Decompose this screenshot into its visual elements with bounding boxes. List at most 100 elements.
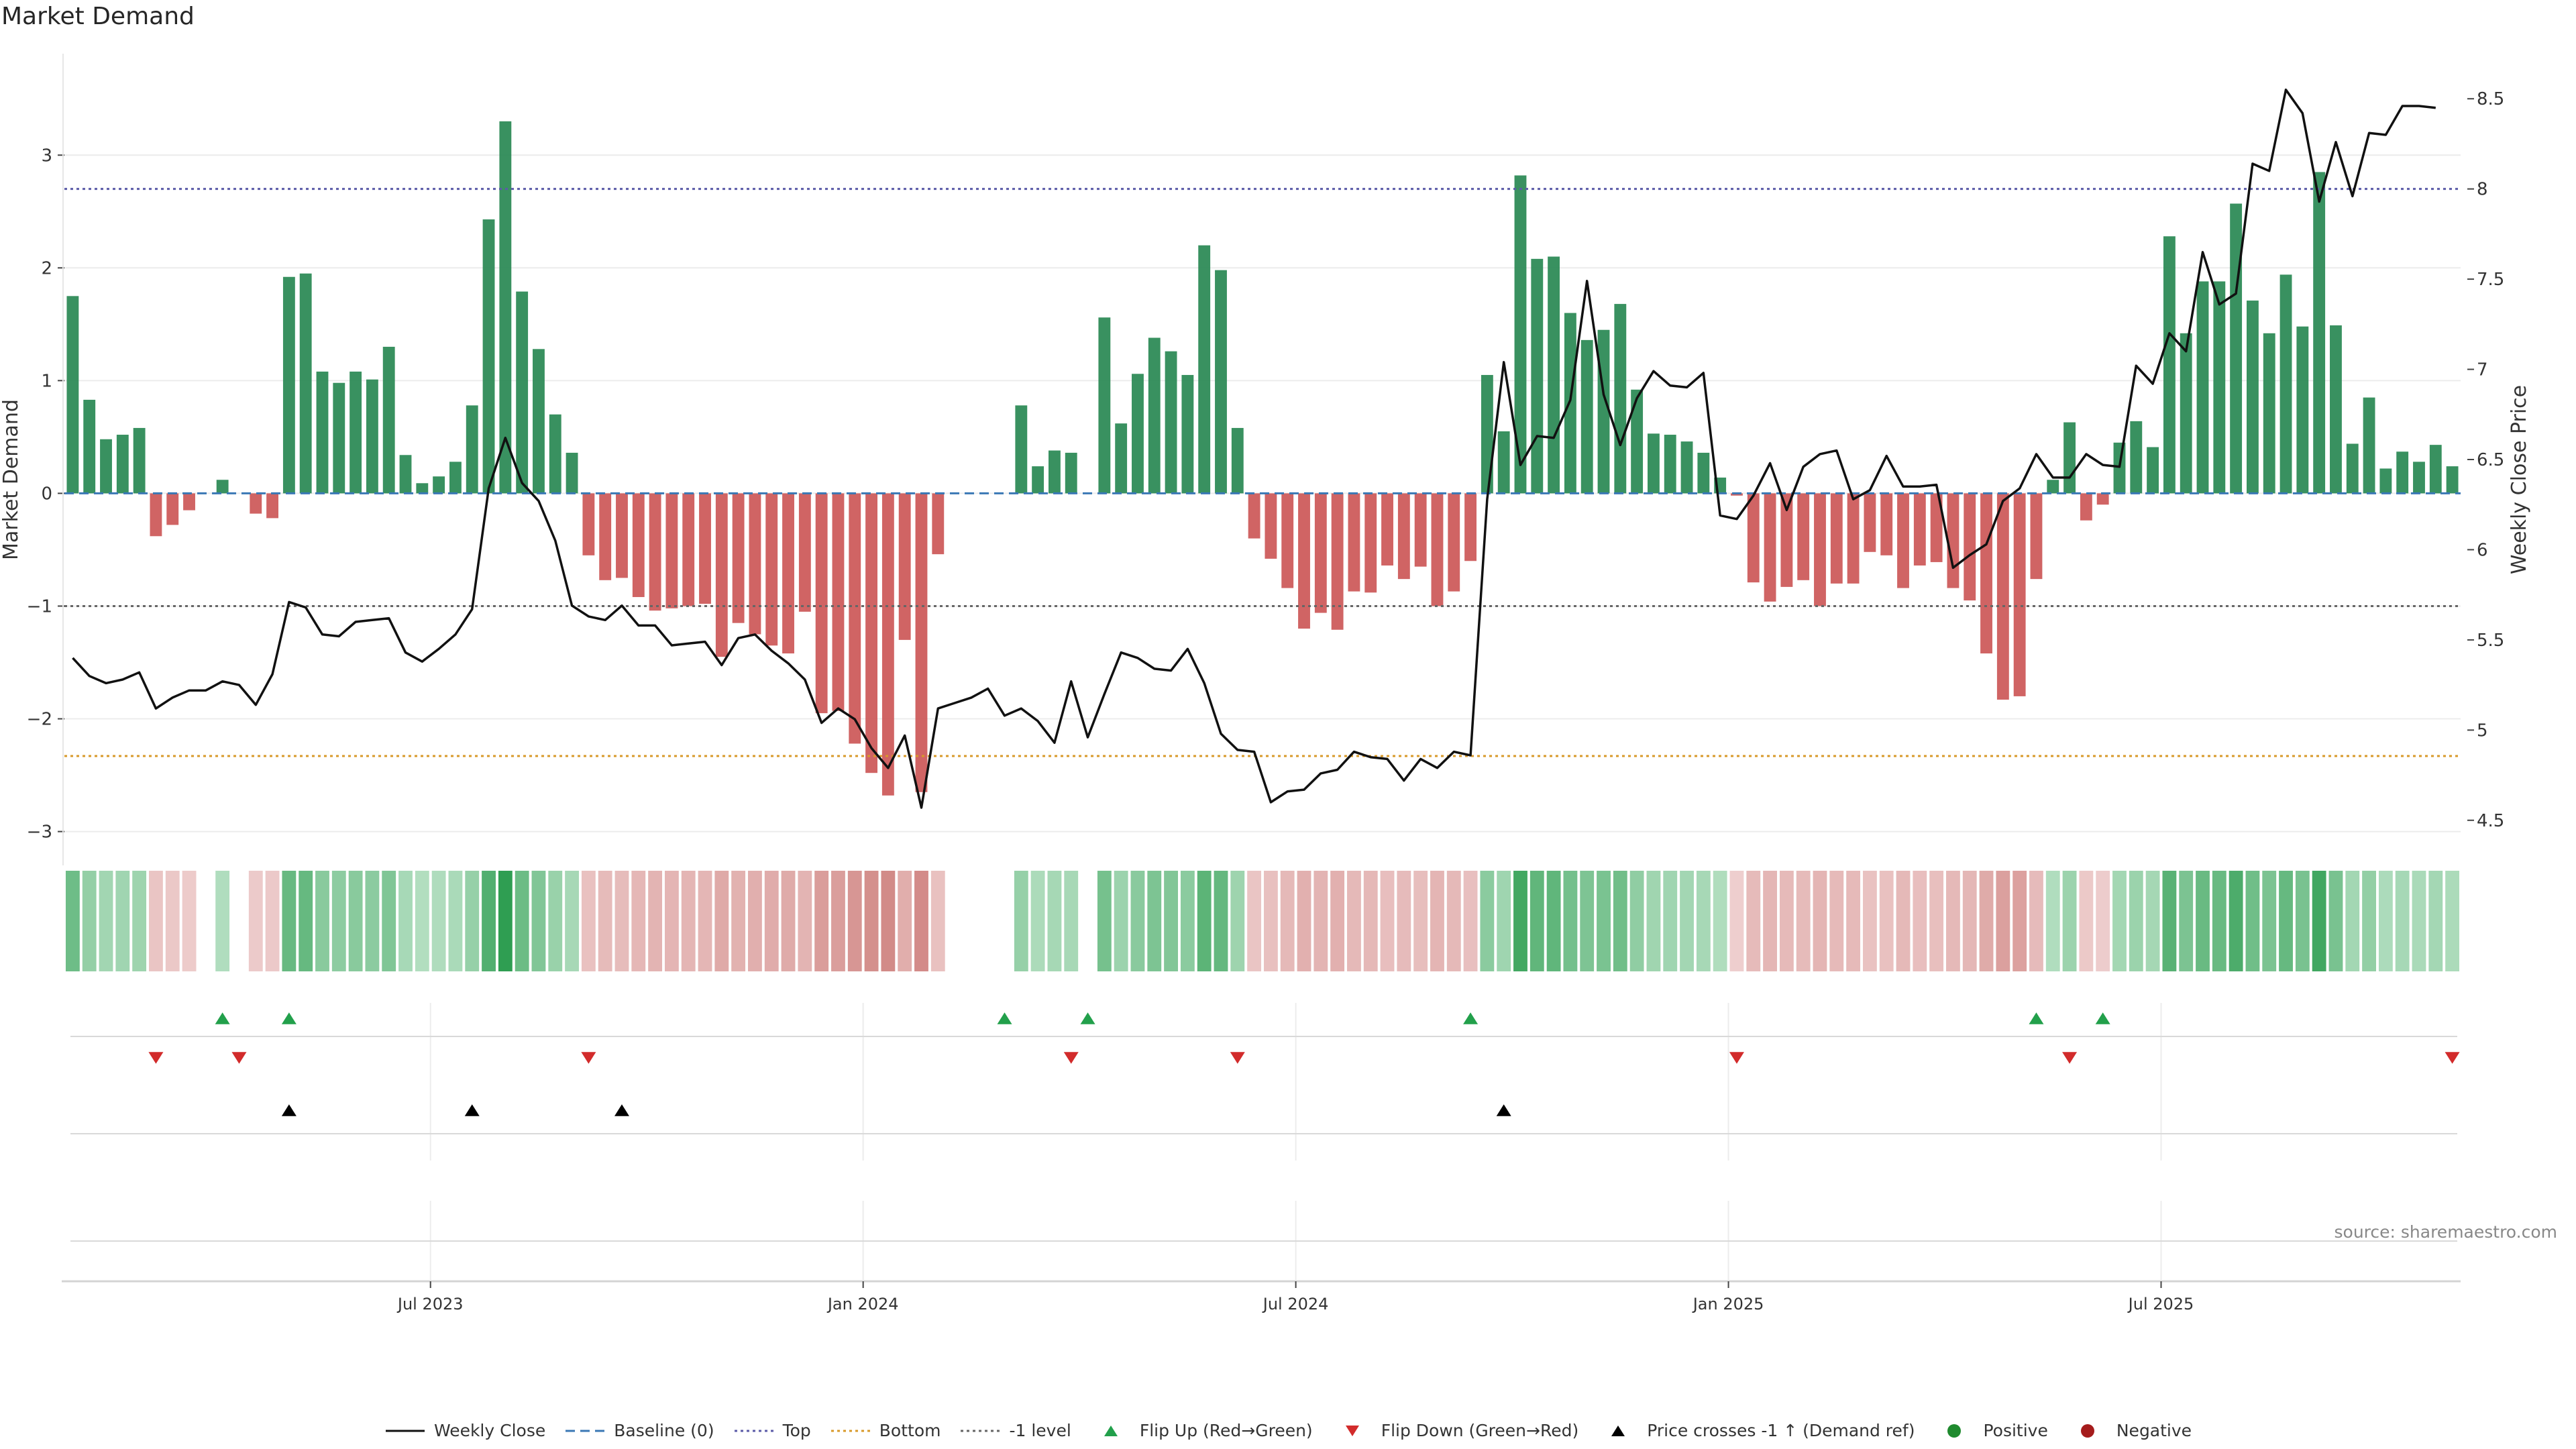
demand-bar bbox=[1065, 452, 1077, 494]
demand-bar bbox=[1731, 493, 1743, 496]
heat-strip-cell bbox=[299, 871, 313, 971]
demand-bar bbox=[83, 399, 96, 494]
heat-strip-cell bbox=[698, 871, 712, 971]
flip-down-marker bbox=[2062, 1052, 2078, 1064]
demand-bar bbox=[299, 273, 312, 494]
heat-strip-cell bbox=[1813, 871, 1827, 971]
demand-bar bbox=[1115, 423, 1128, 494]
heat-strip-cell bbox=[149, 871, 163, 971]
heat-strip-cell bbox=[1446, 871, 1461, 971]
legend-label: Flip Up (Red→Green) bbox=[1139, 1421, 1313, 1440]
heat-strip-cell bbox=[1413, 871, 1428, 971]
heat-strip-cell bbox=[498, 871, 513, 971]
demand-bar bbox=[1780, 493, 1793, 587]
heat-strip-cell bbox=[1663, 871, 1678, 971]
negative-legend-swatch bbox=[2080, 1424, 2094, 1438]
demand-bar bbox=[699, 493, 711, 604]
demand-bar bbox=[250, 493, 262, 514]
demand-bar bbox=[1864, 493, 1876, 552]
demand-bar bbox=[2063, 422, 2076, 494]
heat-strip-cell bbox=[714, 871, 729, 971]
demand-bar bbox=[2147, 447, 2159, 494]
heat-strip-cell bbox=[1363, 871, 1378, 971]
heat-strip-cell bbox=[2412, 871, 2426, 971]
heat-strip-cell bbox=[165, 871, 180, 971]
heat-strip-cell bbox=[847, 871, 862, 971]
heat-strip-cell bbox=[2012, 871, 2027, 971]
demand-bar bbox=[133, 427, 146, 494]
demand-bar bbox=[599, 493, 612, 580]
heat-strip-cell bbox=[781, 871, 796, 971]
weekly-close-line bbox=[72, 89, 2436, 809]
demand-bar bbox=[849, 493, 861, 744]
demand-bar bbox=[1648, 433, 1660, 494]
demand-bar bbox=[2180, 333, 2192, 494]
heat-strip-cell bbox=[1064, 871, 1079, 971]
heat-strip-cell bbox=[1829, 871, 1844, 971]
demand-bar bbox=[2047, 480, 2059, 494]
demand-bar bbox=[533, 349, 545, 494]
demand-bar bbox=[682, 493, 695, 606]
demand-bar bbox=[2330, 325, 2342, 494]
demand-bar bbox=[1132, 374, 1144, 494]
demand-bar bbox=[1281, 493, 1294, 588]
demand-bar bbox=[1531, 258, 1544, 494]
flip-up-marker bbox=[2095, 1012, 2110, 1024]
demand-bar bbox=[1098, 317, 1111, 494]
heat-strip-cell bbox=[531, 871, 546, 971]
heat-strip-cell bbox=[1480, 871, 1495, 971]
heat-strip-cell bbox=[2245, 871, 2260, 971]
demand-bar bbox=[1231, 427, 1244, 494]
demand-bar bbox=[1364, 493, 1377, 593]
heat-strip-cell bbox=[365, 871, 380, 971]
demand-bar bbox=[166, 493, 179, 525]
y-tick-label-right: 5.5 bbox=[2477, 631, 2504, 651]
demand-bar bbox=[2263, 333, 2275, 494]
heat-strip-cell bbox=[2029, 871, 2043, 971]
heat-strip-cell bbox=[2212, 871, 2226, 971]
heat-strip-cell bbox=[1879, 871, 1894, 971]
demand-bar bbox=[1181, 374, 1194, 494]
demand-bar bbox=[1464, 493, 1477, 561]
flip-up-marker bbox=[2029, 1012, 2044, 1024]
heat-strip-cell bbox=[1546, 871, 1561, 971]
source-note: source: sharemaestro.com bbox=[2334, 1222, 2558, 1242]
demand-bar bbox=[2213, 281, 2226, 494]
flip-up-marker bbox=[997, 1012, 1012, 1024]
flip-up-legend-swatch bbox=[1104, 1425, 1118, 1436]
heat-strip-cell bbox=[614, 871, 629, 971]
heat-strip-cell bbox=[415, 871, 429, 971]
y-tick-label-right: 5 bbox=[2477, 720, 2488, 741]
heat-strip-cell bbox=[1929, 871, 1944, 971]
heat-strip-cell bbox=[2279, 871, 2293, 971]
demand-bar bbox=[1049, 450, 1061, 494]
y-tick-label-right: 4.5 bbox=[2477, 811, 2504, 831]
demand-bar bbox=[582, 493, 595, 555]
x-tick-label: Jan 2025 bbox=[1692, 1295, 1764, 1313]
price-cross-marker bbox=[281, 1104, 297, 1116]
demand-bar bbox=[1764, 493, 1776, 602]
heat-strip-cell bbox=[631, 871, 646, 971]
demand-bar bbox=[366, 379, 378, 494]
heat-strip-cell bbox=[282, 871, 297, 971]
y-tick-label-right: 7.5 bbox=[2477, 270, 2504, 290]
demand-bar bbox=[1930, 493, 1943, 562]
x-tick-label: Jul 2024 bbox=[1262, 1295, 1329, 1313]
heat-strip-cell bbox=[1962, 871, 1977, 971]
heat-strip-cell bbox=[99, 871, 113, 971]
demand-bar bbox=[566, 452, 578, 494]
legend-item-top: Top bbox=[733, 1421, 811, 1440]
y-tick-label-right: 8 bbox=[2477, 180, 2488, 200]
flip-down-marker bbox=[1729, 1052, 1744, 1064]
heat-strip-cell bbox=[1014, 871, 1028, 971]
heat-strip-cell bbox=[2062, 871, 2077, 971]
heat-strip-cell bbox=[1597, 871, 1611, 971]
demand-bar bbox=[865, 493, 877, 773]
demand-bar bbox=[2080, 493, 2092, 521]
y-tick-label-left: 3 bbox=[41, 146, 52, 166]
demand-bar bbox=[1947, 493, 1960, 588]
heat-strip-cell bbox=[2312, 871, 2326, 971]
heat-strip-cell bbox=[1713, 871, 1727, 971]
heat-strip-cell bbox=[2045, 871, 2060, 971]
heat-strip-cell bbox=[1763, 871, 1777, 971]
